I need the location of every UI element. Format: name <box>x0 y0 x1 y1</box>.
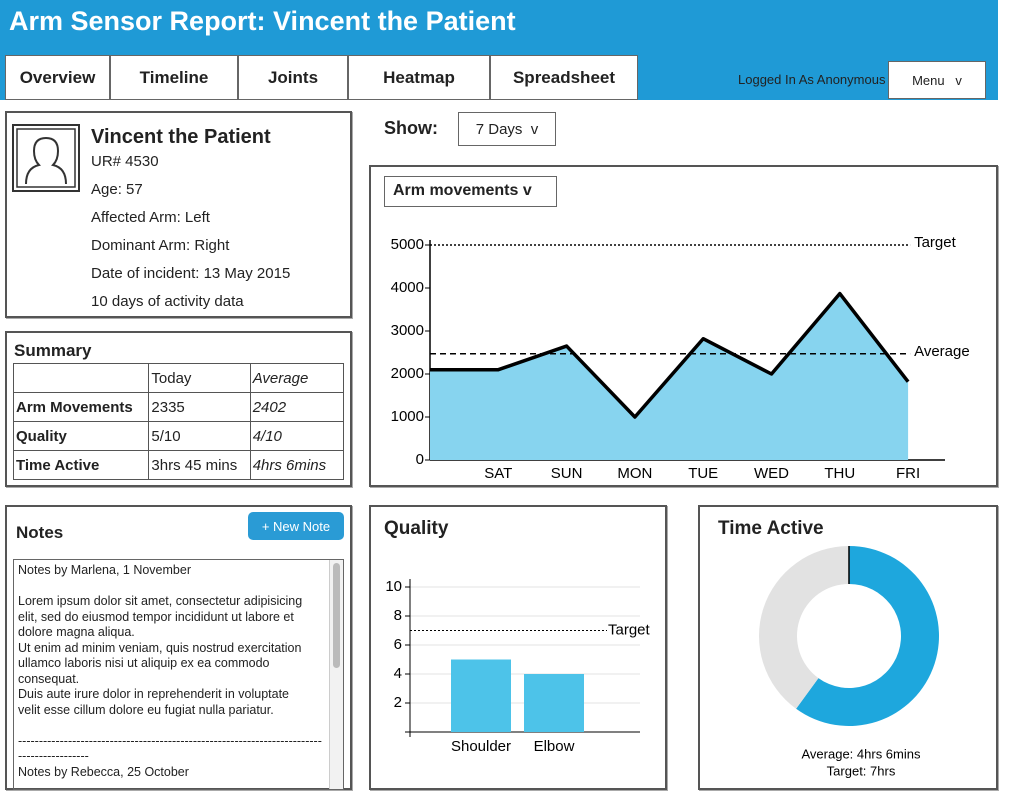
patient-detail: Date of incident: 13 May 2015 <box>91 265 291 282</box>
movement-panel <box>369 165 998 487</box>
patient-detail: 10 days of activity data <box>91 293 244 310</box>
summary-table: Today Average Arm Movements 2335 2402 Quality… <box>12 363 345 480</box>
column-header: Average <box>249 363 345 393</box>
notes-title: Notes <box>16 523 64 542</box>
table-cell: 2335 <box>148 392 251 422</box>
nav-tab[interactable]: Spreadsheet <box>490 55 638 100</box>
row-header: Quality <box>12 421 150 451</box>
row-header: Arm Movements <box>12 392 150 422</box>
nav-tab[interactable]: Overview <box>5 55 110 100</box>
table-cell: 2402 <box>249 392 345 422</box>
note-separator: ----------------------------------------… <box>18 733 322 764</box>
patient-details: UR# 4530 Age: 57 Affected Arm: Left Dominan… <box>91 148 290 316</box>
nav-tab[interactable]: Heatmap <box>348 55 490 100</box>
range-select[interactable]: 7 Days v <box>458 112 556 146</box>
patient-detail: UR# 4530 <box>91 153 159 170</box>
table-row: Time Active 3hrs 45 mins 4hrs 6mins <box>12 450 345 480</box>
patient-detail: Age: 57 <box>91 181 143 198</box>
summary-title: Summary <box>14 341 92 360</box>
quality-panel: Quality <box>369 505 667 790</box>
note-line: ullamco laboris nisi ut aliquip ex ea co… <box>18 656 270 670</box>
note-line: dolore magna aliqua. <box>18 625 135 639</box>
note-line: Duis aute irure dolor in reprehenderit i… <box>18 687 289 701</box>
chart-select[interactable]: Arm movements v <box>384 176 557 207</box>
nav-tab[interactable]: Timeline <box>110 55 238 100</box>
table-row: Quality 5/10 4/10 <box>12 421 345 451</box>
scrollbar[interactable] <box>329 560 343 789</box>
login-status: Logged In As Anonymous <box>738 72 886 87</box>
menu-button[interactable]: Menu v <box>888 61 986 99</box>
patient-detail: Dominant Arm: Right <box>91 237 230 254</box>
table-cell: 3hrs 45 mins <box>148 450 251 480</box>
table-cell: 5/10 <box>148 421 251 451</box>
time-panel: Time Active <box>698 505 998 790</box>
patient-panel: Vincent the Patient UR# 4530 Age: 57 Affec… <box>5 111 352 318</box>
show-label: Show: <box>384 118 438 138</box>
note-body: Lorem ipsum dolor sit amet, consectetur … <box>18 594 325 718</box>
avatar <box>12 124 80 192</box>
note-author: Notes by Marlena, 1 November <box>18 563 191 577</box>
table-row: Arm Movements 2335 2402 <box>12 392 345 422</box>
column-header: Today <box>148 363 251 393</box>
scroll-thumb[interactable] <box>333 563 340 668</box>
note-line: elit, sed do eiusmod tempor incididunt u… <box>18 609 294 624</box>
note-author: Notes by Rebecca, 25 October <box>18 764 189 779</box>
summary-panel: Summary Today Average Arm Movements 2335 240… <box>5 331 352 487</box>
note-line: Ut enim ad minim veniam, quis nostrud ex… <box>18 640 302 655</box>
notes-text: Notes by Marlena, 1 November Lorem ipsum … <box>13 559 344 790</box>
row-header: Time Active <box>12 450 150 480</box>
table-cell: 4hrs 6mins <box>249 450 345 480</box>
nav-tab[interactable]: Joints <box>238 55 348 100</box>
page-title: Arm Sensor Report: Vincent the Patient <box>9 6 516 36</box>
note-line: velit esse cillum dolore eu fugiat nulla… <box>18 702 274 717</box>
patient-name: Vincent the Patient <box>91 126 271 148</box>
table-header-row: Today Average <box>12 363 345 393</box>
table-corner <box>12 363 150 393</box>
note-line: Lorem ipsum dolor sit amet, consectetur … <box>18 594 303 608</box>
quality-title: Quality <box>384 518 449 539</box>
table-cell: 4/10 <box>249 421 345 451</box>
note-line: consequat. <box>18 671 80 686</box>
patient-detail: Affected Arm: Left <box>91 209 210 226</box>
time-title: Time Active <box>718 518 824 539</box>
new-note-button[interactable]: + New Note <box>248 512 344 540</box>
